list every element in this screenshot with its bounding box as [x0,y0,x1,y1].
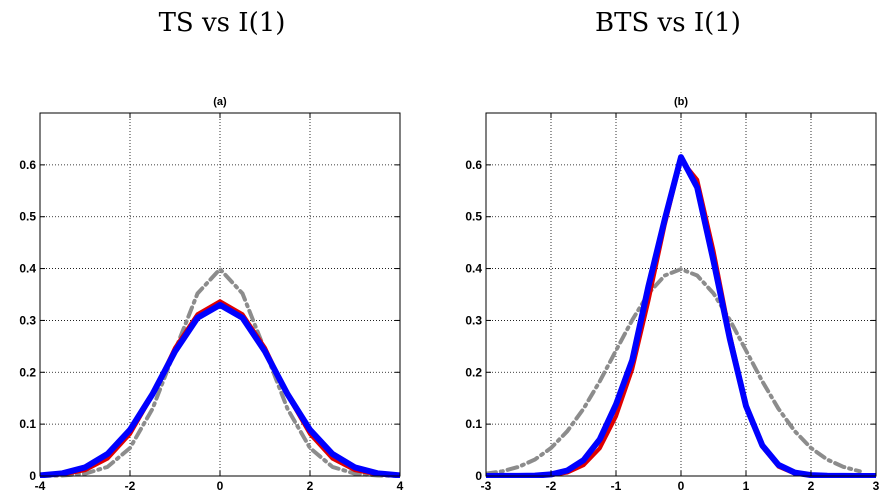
y-tick-label: 0.6 [465,158,482,172]
chart-b: -3 -2 -1 0 1 2 3 0 0.1 0.2 0.3 0.4 0.5 0.6 (b) [465,96,880,493]
y-tick-label: 0.1 [465,417,482,431]
x-tick-label: 2 [808,479,815,493]
y-tick-label: 0.4 [19,262,36,276]
x-tick-label: -4 [35,479,46,493]
y-tick-label: 0.4 [465,262,482,276]
subplot-title: (b) [674,96,688,108]
y-tick-label: 0 [29,469,36,483]
chart-a: -4 -2 0 2 4 0 0.1 0.2 0.3 0.4 0.5 0.6 (a) [19,96,404,493]
y-tick-label: 0.6 [19,158,36,172]
panel-heading-right: BTS vs I(1) [595,8,741,38]
x-tick-label: 2 [307,479,314,493]
series-line-3 [40,301,400,478]
subplot-title: (a) [213,96,227,108]
series-line-1 [40,267,400,478]
y-tick-label: 0.1 [19,417,36,431]
x-tick-label: 4 [397,479,404,493]
y-tick-label: 0.2 [465,365,482,379]
y-tick-label: 0.5 [465,210,482,224]
panel-heading-left: TS vs I(1) [158,8,286,38]
x-tick-label: 1 [743,479,750,493]
x-tick-label: -2 [125,479,136,493]
x-tick-label: -3 [481,479,492,493]
x-tick-label: 0 [217,479,224,493]
y-tick-label: 0.3 [19,313,36,327]
y-tick-label: 0 [475,469,482,483]
x-tick-label: -2 [546,479,557,493]
x-tick-label: -1 [611,479,622,493]
x-tick-label: 0 [678,479,685,493]
y-tick-label: 0.5 [19,210,36,224]
x-tick-label: 3 [873,479,880,493]
series-line-2 [40,299,400,478]
y-tick-label: 0.2 [19,365,36,379]
y-tick-label: 0.3 [465,313,482,327]
series-line-1 [486,267,862,476]
